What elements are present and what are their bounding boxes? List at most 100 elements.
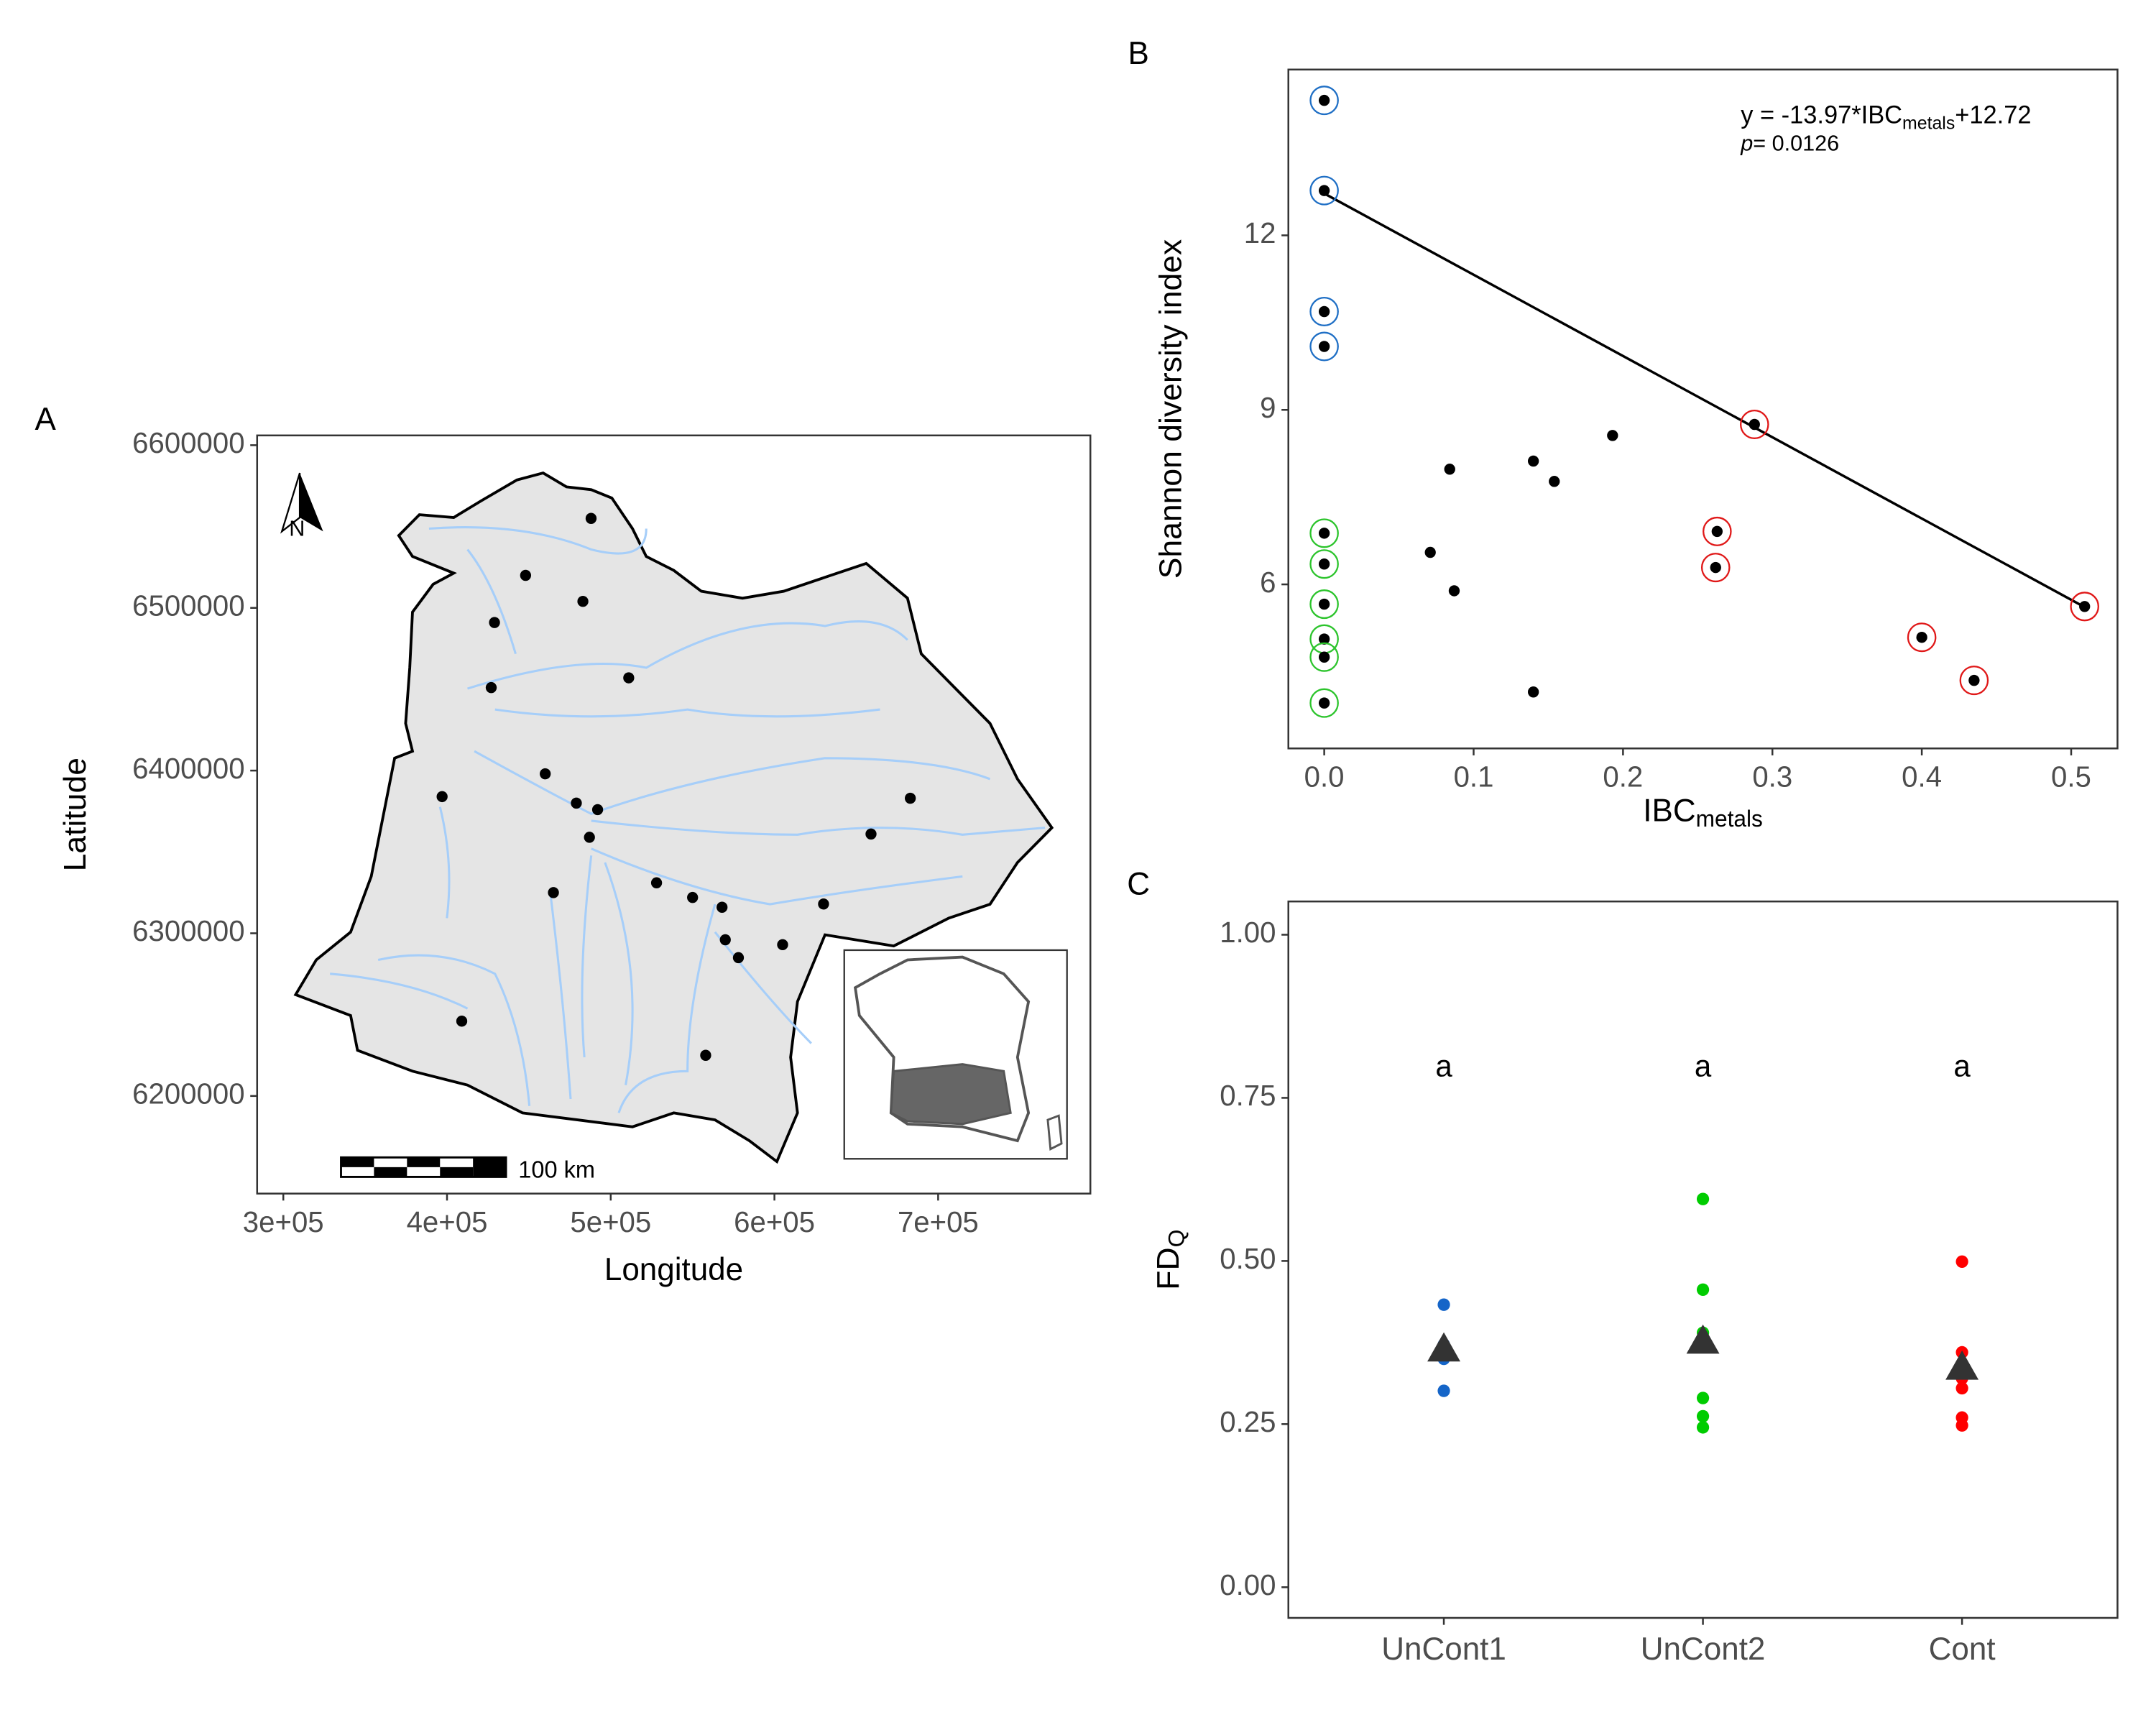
point bbox=[1318, 185, 1330, 196]
site-point bbox=[650, 877, 663, 889]
y-tick-label: 6300000 bbox=[132, 914, 244, 947]
river bbox=[604, 862, 634, 1085]
x-tick-label: 6e+05 bbox=[734, 1205, 815, 1238]
river bbox=[330, 972, 469, 1010]
river bbox=[377, 954, 531, 1106]
scale-bar-segment bbox=[473, 1157, 507, 1177]
site-point bbox=[591, 804, 604, 816]
x-tick-label: 0.4 bbox=[1902, 760, 1942, 793]
x-tick-label: 0.5 bbox=[2051, 760, 2091, 793]
y-tick-label: 1.00 bbox=[1220, 916, 1276, 949]
p-value: p= 0.0126 bbox=[1740, 130, 1839, 155]
river bbox=[548, 890, 572, 1100]
group-ring bbox=[1309, 688, 1339, 718]
x-axis-title: IBCmetals bbox=[1643, 793, 1763, 832]
site-point bbox=[717, 901, 728, 913]
point bbox=[1318, 558, 1330, 570]
scale-bar-segment bbox=[341, 1157, 374, 1167]
north-label: N bbox=[289, 515, 305, 540]
mean-marker bbox=[1945, 1351, 1979, 1380]
panel-label: C bbox=[1127, 866, 1150, 901]
point bbox=[1696, 1409, 1710, 1423]
site-point bbox=[485, 681, 497, 694]
x-tick-label: 5e+05 bbox=[570, 1205, 651, 1238]
site-point bbox=[777, 939, 788, 951]
group-ring bbox=[1309, 549, 1339, 579]
rivers bbox=[330, 526, 1046, 1113]
site-point bbox=[700, 1049, 711, 1061]
site-point bbox=[548, 887, 559, 898]
point bbox=[1527, 686, 1539, 698]
river bbox=[494, 708, 880, 718]
group-ring bbox=[1309, 331, 1339, 362]
point bbox=[1318, 651, 1330, 663]
x-tick-label: 0.3 bbox=[1752, 760, 1792, 793]
y-tick-label: 0.25 bbox=[1220, 1405, 1276, 1438]
site-point bbox=[687, 891, 699, 903]
point bbox=[1424, 546, 1436, 558]
x-tick-label: 3e+05 bbox=[243, 1205, 324, 1238]
x-axis-title: Longitude bbox=[604, 1252, 743, 1287]
group-label: a bbox=[1695, 1049, 1712, 1082]
region-outline bbox=[293, 471, 1054, 1164]
north-arrow-right bbox=[300, 473, 323, 532]
y-axis-title: Shannon diversity index bbox=[1153, 239, 1189, 579]
panel-label: A bbox=[34, 402, 56, 437]
site-point bbox=[865, 828, 877, 840]
river bbox=[474, 750, 991, 815]
group-label: a bbox=[1435, 1049, 1452, 1082]
group-ring bbox=[1959, 666, 1989, 696]
point bbox=[2079, 601, 2091, 612]
y-axis-title: FDQ bbox=[1151, 1229, 1189, 1289]
point bbox=[1749, 418, 1760, 431]
river bbox=[438, 806, 451, 919]
group-ring bbox=[1703, 516, 1732, 546]
panel-label: B bbox=[1128, 36, 1149, 71]
point bbox=[1607, 430, 1618, 441]
point bbox=[1710, 561, 1721, 574]
site-point bbox=[818, 898, 829, 910]
river bbox=[591, 847, 963, 906]
river bbox=[466, 548, 517, 655]
group-label: a bbox=[1953, 1049, 1971, 1082]
scale-bar: 100 km bbox=[340, 1156, 595, 1182]
point bbox=[1696, 1283, 1710, 1297]
site-point bbox=[732, 952, 745, 964]
site-point bbox=[456, 1015, 468, 1027]
point bbox=[1318, 528, 1330, 539]
point bbox=[1955, 1255, 1968, 1269]
site-point bbox=[436, 791, 448, 803]
river bbox=[467, 620, 908, 690]
point bbox=[1527, 455, 1539, 467]
group-ring bbox=[1309, 642, 1339, 672]
point bbox=[1955, 1381, 1968, 1395]
point bbox=[1318, 697, 1330, 709]
site-point bbox=[577, 595, 589, 607]
site-point bbox=[584, 832, 595, 843]
mean-marker bbox=[1686, 1324, 1720, 1354]
y-tick-label: 0.75 bbox=[1220, 1079, 1276, 1112]
point bbox=[1448, 585, 1460, 597]
y-tick-label: 9 bbox=[1260, 391, 1276, 424]
site-point bbox=[623, 672, 635, 684]
point bbox=[1696, 1192, 1710, 1205]
equation-suffix: +12.72 bbox=[1955, 102, 2031, 129]
point bbox=[1444, 464, 1455, 475]
point bbox=[1437, 1384, 1450, 1397]
inset-region bbox=[890, 1063, 1012, 1126]
y-tick-label: 0.50 bbox=[1220, 1242, 1276, 1275]
equation: y = -13.97*IBCmetals+12.72 bbox=[1741, 102, 2031, 133]
point bbox=[1318, 598, 1330, 610]
point bbox=[1955, 1419, 1968, 1432]
point bbox=[1916, 631, 1927, 643]
point bbox=[1318, 341, 1330, 352]
site-point bbox=[719, 934, 731, 946]
y-tick-label: 6200000 bbox=[132, 1077, 244, 1110]
x-tick-label: 0.0 bbox=[1304, 760, 1345, 793]
scale-bar-segment bbox=[440, 1167, 474, 1177]
site-point bbox=[905, 792, 916, 804]
x-tick-label: 0.2 bbox=[1603, 760, 1643, 793]
